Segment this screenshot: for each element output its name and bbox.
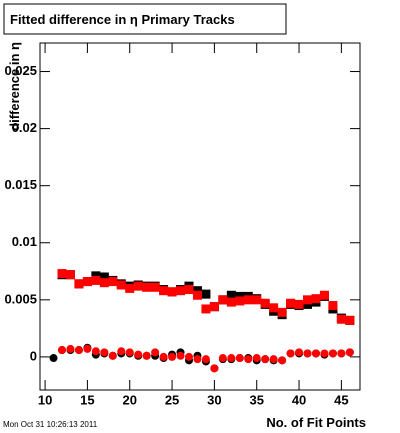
circle-marker <box>227 354 236 363</box>
circle-marker <box>74 346 83 355</box>
square-marker <box>294 299 304 309</box>
circle-marker <box>261 355 270 364</box>
circle-marker <box>91 347 100 356</box>
y-tick-label: 0.025 <box>4 63 37 78</box>
square-marker <box>142 282 152 292</box>
x-tick-label: 45 <box>334 392 348 407</box>
x-tick-label: 20 <box>123 392 137 407</box>
square-marker <box>243 295 253 305</box>
square-marker <box>260 298 270 308</box>
square-marker <box>328 301 338 311</box>
x-tick-label: 25 <box>165 392 179 407</box>
square-marker <box>82 277 92 287</box>
y-tick-label: 0.01 <box>12 234 37 249</box>
square-marker <box>235 291 245 301</box>
circle-marker <box>218 354 227 363</box>
square-marker <box>303 295 313 305</box>
circle-marker <box>100 348 109 357</box>
square-marker <box>319 290 329 300</box>
plot-frame <box>39 42 361 391</box>
circle-marker <box>345 348 354 357</box>
square-marker <box>116 280 126 290</box>
square-marker <box>336 314 346 324</box>
chart-title: Fitted difference in η Primary Tracks <box>10 12 235 27</box>
circle-marker <box>176 351 185 360</box>
y-tick-label: 0 <box>30 348 37 363</box>
square-marker <box>159 286 169 296</box>
x-tick-label: 10 <box>38 392 52 407</box>
y-tick-label: 0.005 <box>4 291 37 306</box>
circle-marker <box>125 348 134 357</box>
square-marker <box>252 295 262 305</box>
square-marker <box>91 271 101 281</box>
circle-marker <box>49 354 58 363</box>
circle-marker <box>252 354 261 363</box>
circle-marker <box>337 349 346 358</box>
x-tick-label: 40 <box>292 392 306 407</box>
square-marker <box>201 289 211 299</box>
square-marker <box>74 279 84 289</box>
circle-marker <box>269 355 278 364</box>
circle-marker <box>117 347 126 356</box>
circle-marker <box>201 355 210 364</box>
circle-marker <box>235 354 244 363</box>
timestamp: Mon Oct 31 10:26:13 2011 <box>3 420 98 429</box>
circle-marker <box>168 352 177 361</box>
x-tick-label: 15 <box>80 392 94 407</box>
circle-marker <box>134 350 143 359</box>
square-marker <box>226 297 236 307</box>
circle-marker <box>58 346 67 355</box>
square-marker <box>167 287 177 297</box>
x-tick-label: 35 <box>249 392 263 407</box>
square-marker <box>218 295 228 305</box>
circle-marker <box>151 348 160 357</box>
square-marker <box>277 307 287 317</box>
square-marker <box>201 304 211 314</box>
square-marker <box>192 290 202 300</box>
y-tick-label: 0.02 <box>12 120 37 135</box>
title-box <box>3 3 287 35</box>
circle-marker <box>311 349 320 358</box>
circle-marker <box>159 352 168 361</box>
x-tick-label: 30 <box>207 392 221 407</box>
square-marker <box>65 270 75 280</box>
circle-marker <box>286 349 295 358</box>
square-marker <box>303 299 313 309</box>
circle-marker <box>278 356 287 365</box>
square-marker <box>99 278 109 288</box>
square-marker <box>311 294 321 304</box>
circle-marker <box>142 351 151 360</box>
y-tick-label: 0.015 <box>4 177 37 192</box>
circle-marker <box>210 364 219 373</box>
circle-marker <box>295 348 304 357</box>
square-marker <box>133 281 143 291</box>
circle-marker <box>184 352 193 361</box>
square-marker <box>57 269 67 279</box>
circle-marker <box>83 344 92 353</box>
x-axis-label: No. of Fit Points <box>266 415 366 430</box>
square-marker <box>125 283 135 293</box>
circle-marker <box>320 349 329 358</box>
circle-marker <box>328 349 337 358</box>
square-marker <box>192 286 202 296</box>
square-marker <box>99 272 109 282</box>
square-marker <box>226 290 236 300</box>
circle-marker <box>244 355 253 364</box>
circle-marker <box>303 349 312 358</box>
square-marker <box>345 315 355 325</box>
circle-marker <box>66 344 75 353</box>
y-axis-label: difference in η <box>7 42 22 131</box>
circle-marker <box>108 351 117 360</box>
square-marker <box>286 298 296 308</box>
square-marker <box>108 277 118 287</box>
square-marker <box>235 296 245 306</box>
square-marker <box>184 285 194 295</box>
square-marker <box>209 302 219 312</box>
square-marker <box>269 303 279 313</box>
circle-marker <box>193 355 202 364</box>
square-marker <box>176 286 186 296</box>
square-marker <box>91 275 101 285</box>
square-marker <box>150 282 160 292</box>
